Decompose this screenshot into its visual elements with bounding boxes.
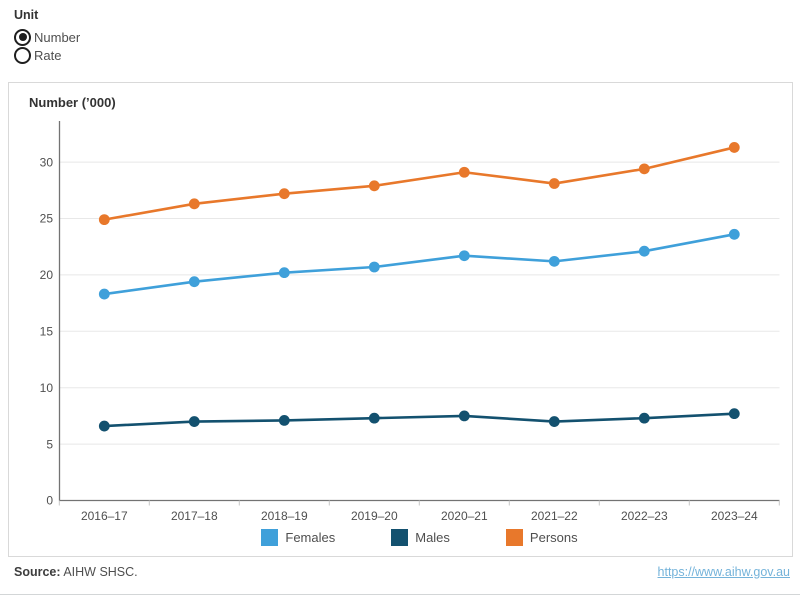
source-note: Source: AIHW SHSC.: [14, 565, 138, 579]
radio-option-number-label: Number: [34, 29, 81, 45]
radio-selected-icon[interactable]: [14, 28, 31, 46]
data-point-females[interactable]: [728, 228, 740, 240]
data-point-persons[interactable]: [728, 142, 740, 153]
data-point-females[interactable]: [638, 245, 650, 257]
data-point-females[interactable]: [188, 276, 200, 288]
y-axis-label: 20: [40, 268, 54, 282]
data-point-males[interactable]: [278, 415, 290, 426]
radio-option-rate[interactable]: Rate: [14, 46, 80, 64]
series-line-males: [103, 412, 736, 428]
y-axis-label: 5: [46, 437, 53, 451]
legend-swatch-icon: [505, 528, 523, 546]
legend-item-persons[interactable]: Persons: [505, 528, 578, 546]
x-axis-label: 2020–21: [441, 509, 488, 523]
x-axis-label: 2022–23: [621, 509, 668, 523]
x-axis-label: 2019–20: [351, 509, 398, 523]
data-point-persons[interactable]: [548, 178, 560, 189]
y-axis-label: 30: [40, 155, 54, 169]
source-label: Source:: [14, 565, 61, 579]
data-point-males[interactable]: [548, 416, 560, 427]
radio-unselected-icon[interactable]: [14, 46, 31, 64]
source-text: AIHW SHSC.: [60, 565, 138, 579]
data-point-males[interactable]: [368, 412, 380, 424]
data-point-males[interactable]: [728, 408, 740, 420]
data-point-persons[interactable]: [458, 166, 470, 178]
y-axis-label: 25: [40, 212, 54, 226]
data-point-males[interactable]: [638, 412, 650, 424]
chart-card: Number (’000) 0 5 10 15 20 25 30 2016–17 2017–18…: [8, 82, 793, 557]
unit-selector: Unit Number Rate: [14, 8, 80, 64]
legend-item-males[interactable]: Males: [391, 528, 450, 546]
radio-option-rate-label: Rate: [34, 47, 62, 63]
data-point-females[interactable]: [548, 255, 560, 267]
y-axis-label: 0: [46, 494, 53, 508]
legend-label: Males: [415, 529, 450, 545]
y-axis-label: 15: [40, 325, 54, 339]
data-point-persons[interactable]: [368, 180, 380, 192]
footer: Source: AIHW SHSC. https://www.aihw.gov.…: [14, 565, 790, 579]
legend-swatch-icon: [261, 528, 279, 546]
y-axis-label: 10: [40, 381, 54, 395]
legend-label: Persons: [529, 529, 578, 545]
series-line-persons: [103, 146, 736, 221]
data-point-males[interactable]: [98, 420, 110, 432]
series-line-females: [103, 232, 736, 296]
x-axis-label: 2021–22: [531, 509, 578, 523]
data-point-females[interactable]: [368, 261, 380, 273]
x-axis-label: 2016–17: [81, 509, 128, 523]
x-axis-label: 2023–24: [711, 509, 758, 523]
page-bottom-divider: [0, 594, 800, 595]
chart-title: Number (’000): [29, 95, 116, 110]
data-point-persons[interactable]: [278, 188, 290, 200]
data-point-females[interactable]: [278, 267, 290, 279]
radio-option-number[interactable]: Number: [14, 28, 80, 46]
data-point-males[interactable]: [188, 416, 200, 427]
data-point-females[interactable]: [98, 288, 110, 300]
legend-swatch-icon: [391, 528, 409, 546]
data-point-males[interactable]: [458, 410, 470, 422]
data-point-persons[interactable]: [98, 214, 110, 226]
data-point-persons[interactable]: [638, 163, 650, 175]
unit-selector-title: Unit: [14, 8, 39, 22]
legend-label: Females: [285, 529, 336, 545]
chart-legend: Females Males Persons: [59, 527, 780, 547]
legend-item-females[interactable]: Females: [261, 528, 336, 546]
aihw-link[interactable]: https://www.aihw.gov.au: [657, 565, 790, 579]
x-axis-label: 2018–19: [261, 509, 308, 523]
data-point-females[interactable]: [458, 250, 470, 262]
x-axis-label: 2017–18: [171, 509, 218, 523]
line-chart: 0 5 10 15 20 25 30 2016–17 2017–18 2018–19 2019–20…: [40, 121, 780, 523]
data-point-persons[interactable]: [188, 198, 200, 210]
